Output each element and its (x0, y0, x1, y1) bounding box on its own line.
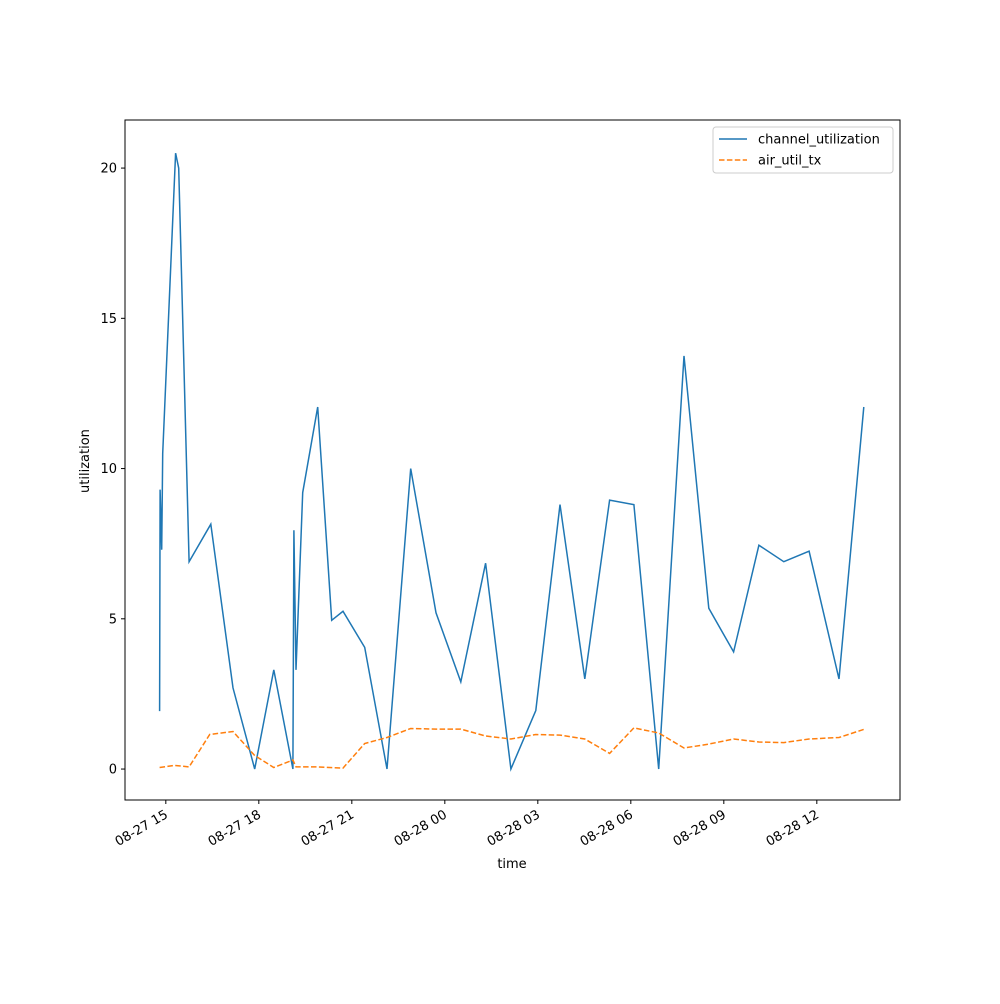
axes-frame (125, 120, 900, 800)
x-tick-label: 08-27 18 (206, 807, 264, 849)
y-tick-label: 15 (100, 312, 117, 327)
y-axis: 0 5 10 15 20 (100, 162, 125, 778)
series-line-channel-utilization (160, 153, 864, 769)
x-tick-label: 08-28 03 (485, 807, 543, 849)
x-tick-label: 08-27 15 (113, 807, 171, 849)
y-axis-label: utilization (78, 429, 93, 493)
series-line-air-util-tx (160, 728, 864, 768)
plot-area (160, 153, 864, 769)
legend: channel_utilization air_util_tx (713, 127, 893, 173)
legend-label: air_util_tx (758, 154, 822, 169)
x-tick-label: 08-28 09 (671, 807, 729, 849)
y-tick-label: 0 (109, 763, 117, 778)
y-tick-label: 5 (109, 612, 117, 627)
x-axis-label: time (497, 857, 526, 872)
x-tick-label: 08-28 06 (578, 807, 636, 849)
x-tick-label: 08-28 12 (764, 807, 822, 849)
y-tick-label: 20 (100, 162, 117, 177)
x-tick-label: 08-27 21 (299, 807, 357, 849)
y-tick-label: 10 (100, 462, 117, 477)
x-axis: 08-27 15 08-27 18 08-27 21 08-28 00 08-28 03… (113, 800, 822, 850)
legend-label: channel_utilization (758, 133, 880, 148)
x-tick-label: 08-28 00 (392, 807, 450, 849)
